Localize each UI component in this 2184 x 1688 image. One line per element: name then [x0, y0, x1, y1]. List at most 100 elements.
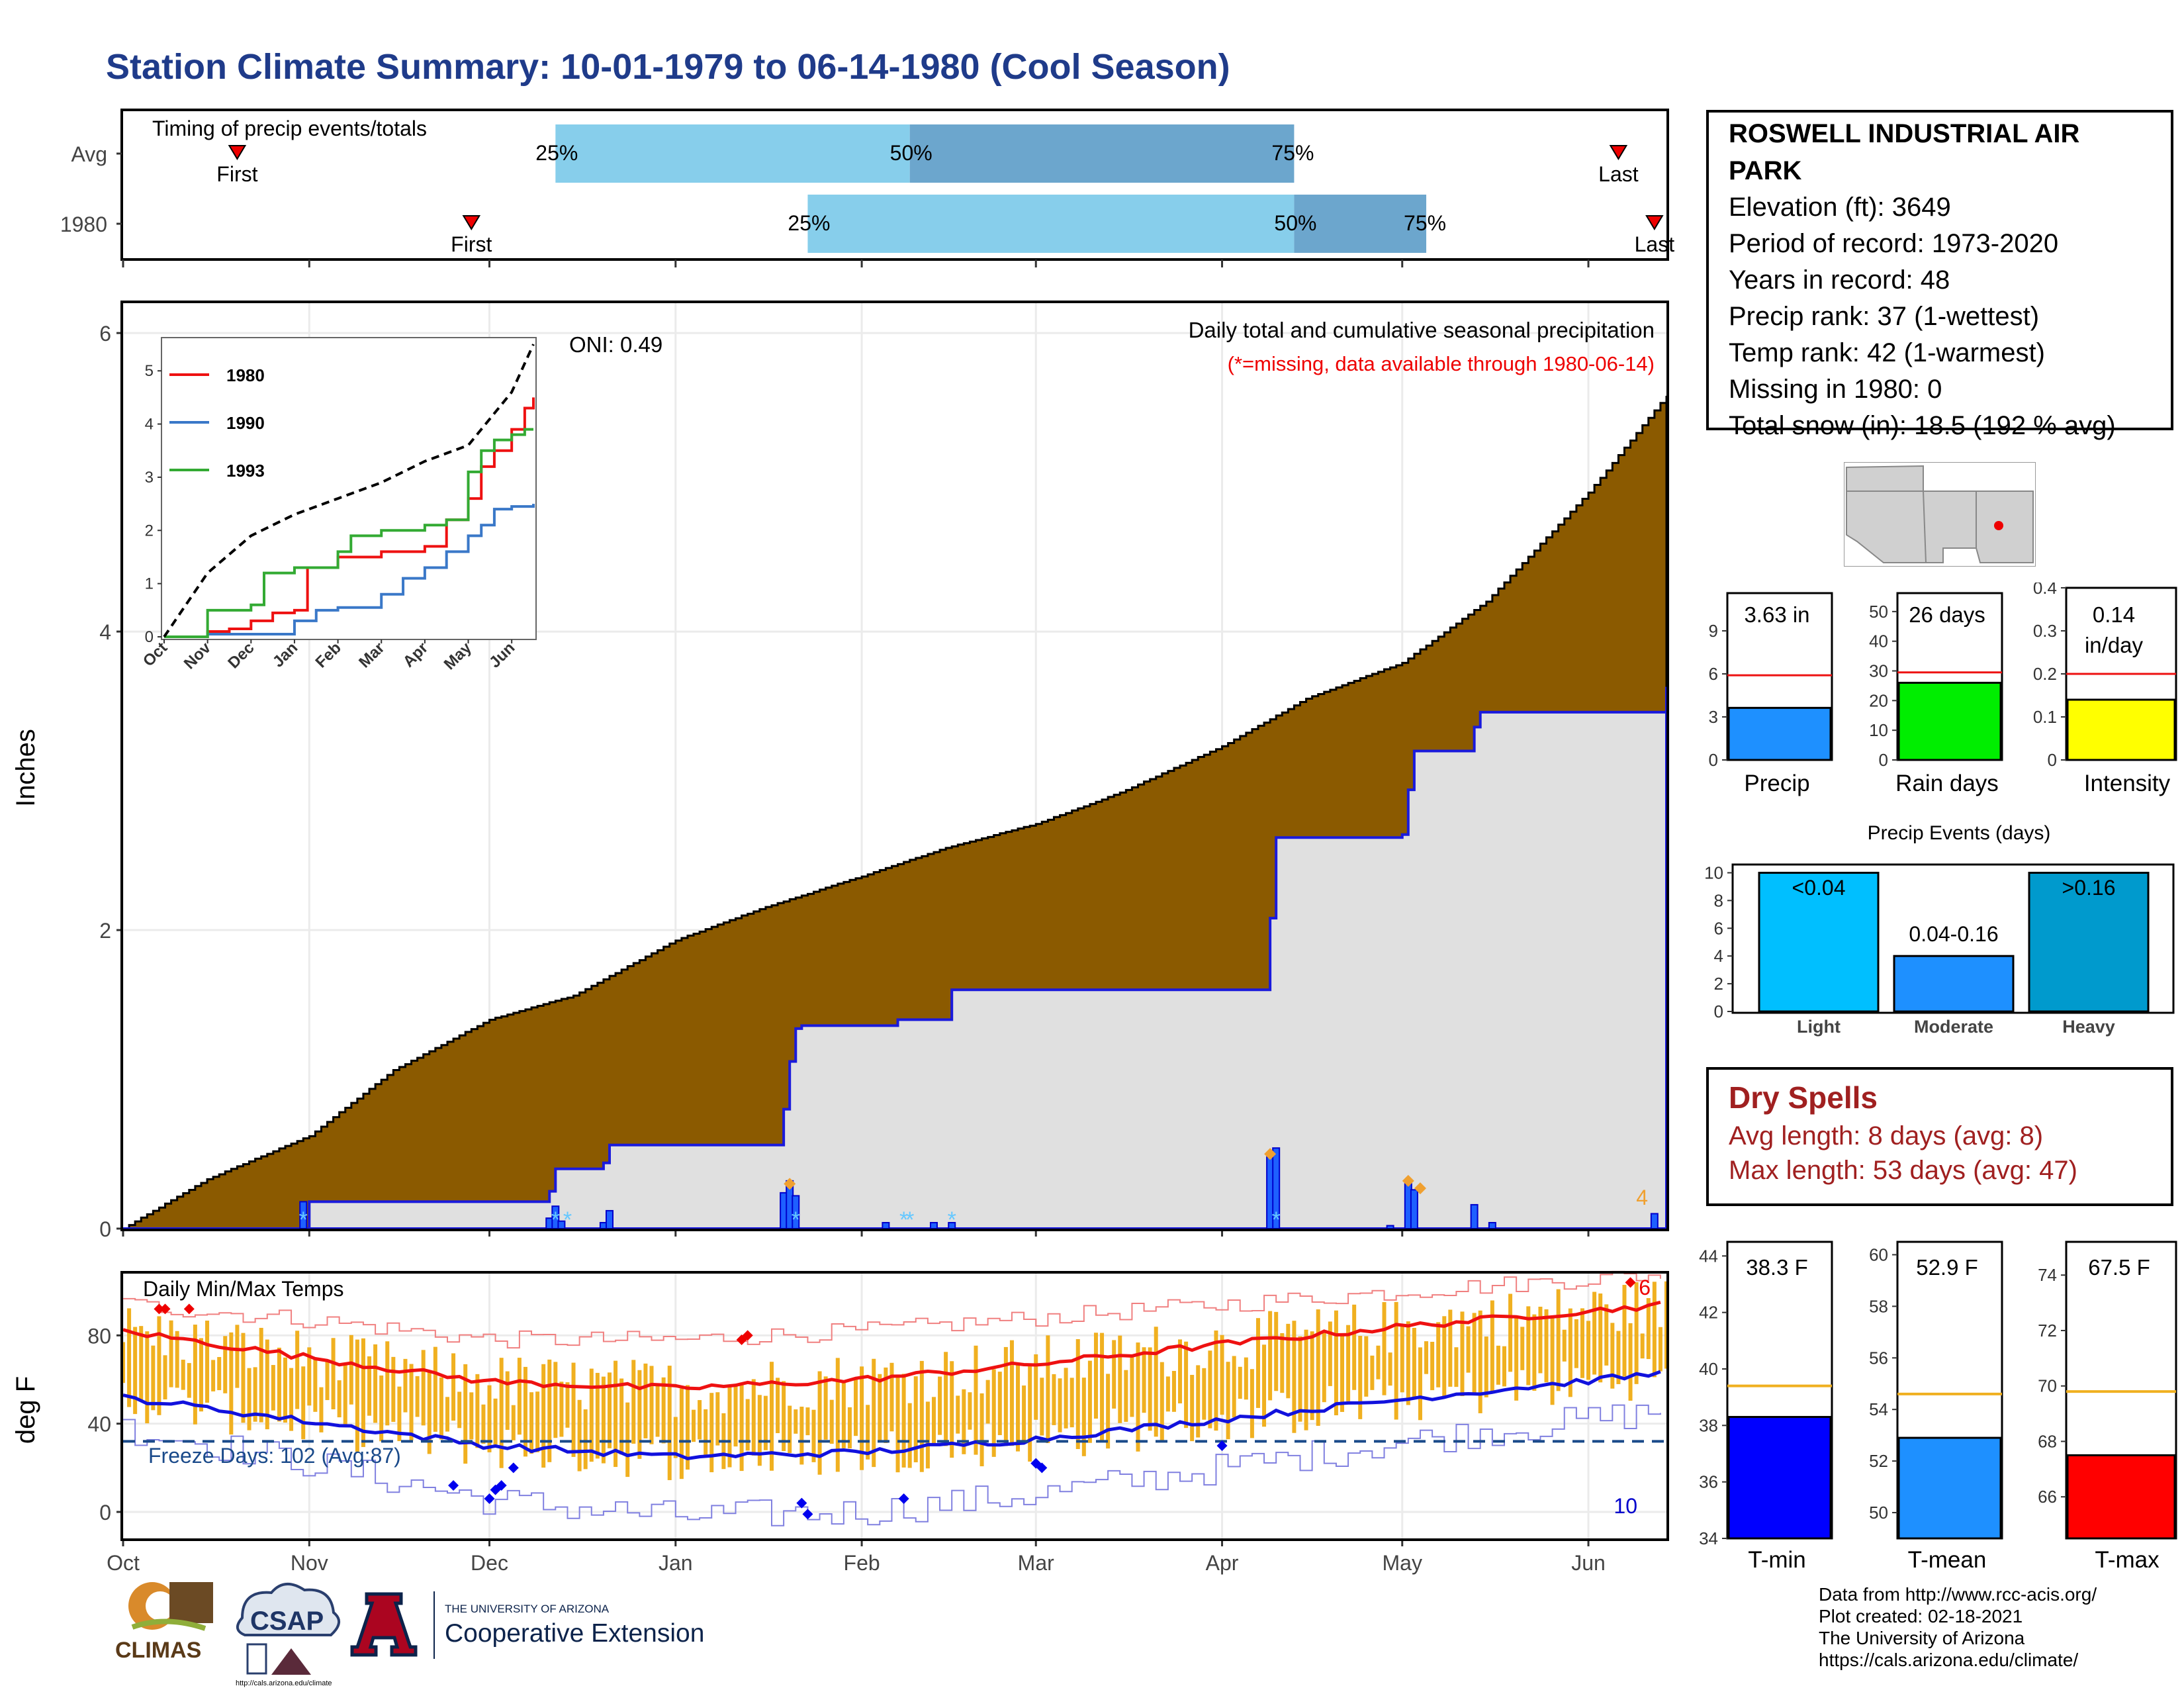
daily-temp-bar	[289, 1368, 294, 1431]
temp-ytick-label: 40	[87, 1413, 111, 1436]
daily-temp-bar	[1081, 1378, 1086, 1456]
daily-temp-bar	[1136, 1342, 1140, 1452]
timing-q25-50-Avg	[555, 124, 910, 183]
daily-temp-bar	[1009, 1340, 1014, 1446]
inset-ytick-label: 0	[145, 628, 154, 646]
daily-temp-bar	[361, 1338, 365, 1447]
daily-temp-bar	[1418, 1347, 1422, 1421]
snow-asterisk: *	[551, 1207, 560, 1233]
daily-temp-bar	[769, 1362, 774, 1471]
snow-asterisk: *	[948, 1207, 956, 1233]
daily-temp-bar	[1538, 1306, 1543, 1374]
daily-temp-bar	[1502, 1346, 1507, 1387]
daily-temp-bar	[445, 1397, 449, 1432]
daily-temp-bar	[1214, 1330, 1218, 1431]
daily-temp-bar	[1046, 1335, 1050, 1444]
daily-temp-bar	[601, 1376, 606, 1464]
temp-xtick-label-Oct: Oct	[107, 1551, 140, 1575]
snow-marker	[784, 1178, 796, 1190]
daily-temp-bar	[631, 1360, 636, 1444]
daily-temp-bar	[229, 1332, 234, 1435]
station-info-box: ROSWELL INDUSTRIAL AIR PARK Elevation (f…	[1706, 110, 2173, 440]
precip-ytick-label: 6	[99, 322, 111, 346]
daily-temp-bar	[211, 1360, 216, 1391]
record-low-marker	[1036, 1462, 1048, 1474]
normal-max-line	[122, 1300, 1661, 1391]
station-temp-rank: Temp rank: 42 (1-warmest)	[1729, 338, 2045, 367]
inset-series-1993	[164, 428, 533, 638]
temp-summary-ytick-label: 58	[1869, 1296, 1888, 1316]
events-ytick-label: 2	[1714, 974, 1723, 994]
station-missing: Missing in 1980: 0	[1729, 375, 1942, 404]
daily-temp-bar	[433, 1346, 437, 1432]
intensity-summary-value-1: 0.14	[2093, 602, 2135, 627]
precip-caption-red: (*=missing, data available through 1980-…	[1228, 352, 1655, 375]
daily-temp-bar	[517, 1358, 522, 1435]
daily-temp-bar	[944, 1352, 948, 1446]
daily-temp-bar	[788, 1405, 792, 1454]
precip-ylabel: Inches	[11, 729, 40, 807]
ua-logo: THE UNIVERSITY OF ARIZONA Cooperative Ex…	[350, 1591, 704, 1659]
inset-ytick-label: 4	[145, 416, 154, 434]
daily-temp-bar	[307, 1347, 312, 1406]
daily-temp-bar	[745, 1399, 750, 1451]
temp-count-high: 6	[1639, 1276, 1651, 1299]
temp-summary-ytick-label: 72	[2038, 1321, 2057, 1340]
daily-temp-bar	[950, 1361, 954, 1458]
daily-temp-bar	[1448, 1309, 1453, 1387]
daily-temp-bar	[589, 1368, 594, 1462]
daily-temp-bar	[439, 1377, 443, 1440]
inset-ytick-label: 2	[145, 522, 154, 539]
footer-logos: CLIMAS CSAP http://cals.arizona.edu/clim…	[115, 1582, 704, 1687]
daily-temp-bar	[1274, 1311, 1279, 1391]
daily-temp-bar	[727, 1386, 732, 1468]
daily-temp-bar	[1478, 1310, 1482, 1413]
timing-q25-label-Avg: 25%	[535, 141, 578, 165]
daily-temp-bar	[1190, 1374, 1195, 1442]
daily-temp-bar	[277, 1347, 281, 1422]
timing-label: Timing of precip events/totals	[152, 117, 427, 140]
temp-summary-ytick-label: 54	[1869, 1399, 1888, 1419]
snow-asterisk: *	[905, 1207, 914, 1233]
daily-temp-bar	[1304, 1329, 1308, 1430]
daily-temp-bar	[1412, 1327, 1416, 1399]
summary-bar-1	[1897, 681, 2002, 761]
svg-text:CLIMAS: CLIMAS	[115, 1638, 201, 1663]
precip-ytick-label: 4	[99, 620, 111, 644]
daily-temp-bar	[907, 1403, 912, 1468]
record-low-marker	[496, 1480, 507, 1491]
daily-temp-bar	[1610, 1323, 1615, 1389]
daily-temp-bar	[866, 1405, 870, 1460]
daily-temp-bar	[794, 1409, 798, 1434]
events-cat-heavy: Heavy	[2062, 1017, 2115, 1037]
daily-temp-bar	[577, 1399, 582, 1472]
daily-temp-bar	[1196, 1365, 1201, 1438]
daily-temp-bar	[421, 1350, 426, 1426]
summary-bar-2	[2066, 698, 2176, 761]
daily-temp-bar	[709, 1393, 714, 1473]
events-ytick-label: 10	[1704, 863, 1723, 882]
precip-ytick-label: 2	[99, 919, 111, 943]
precip-ytick-label: 0	[99, 1217, 111, 1241]
inset-legend-1990: 1990	[226, 413, 265, 433]
daily-temp-bar	[823, 1376, 828, 1440]
record-max-line	[123, 1270, 1661, 1349]
daily-temp-bar	[1238, 1366, 1242, 1399]
daily-temp-bar	[193, 1325, 197, 1425]
daily-temp-bar	[1040, 1378, 1044, 1436]
footer-line-url: https://cals.arizona.edu/climate/	[1819, 1650, 2079, 1670]
daily-temp-bar	[1622, 1285, 1627, 1377]
tmean-summary-label: T-mean	[1908, 1547, 1987, 1573]
daily-temp-bar	[1604, 1304, 1609, 1366]
daily-temp-bar	[704, 1409, 708, 1455]
daily-temp-bar	[968, 1392, 972, 1430]
daily-temp-bar	[1646, 1297, 1651, 1360]
daily-temp-bar	[847, 1407, 852, 1449]
daily-temp-bar	[469, 1392, 474, 1440]
events-bar-Heavy	[2028, 871, 2150, 1013]
temp-summary-ytick-label: 68	[2038, 1431, 2057, 1451]
events-cat-light: Light	[1797, 1017, 1841, 1037]
inset-series-dashed	[163, 344, 535, 638]
temp-summary-bar-T-min	[1727, 1416, 1832, 1540]
inset-frame	[161, 337, 537, 640]
